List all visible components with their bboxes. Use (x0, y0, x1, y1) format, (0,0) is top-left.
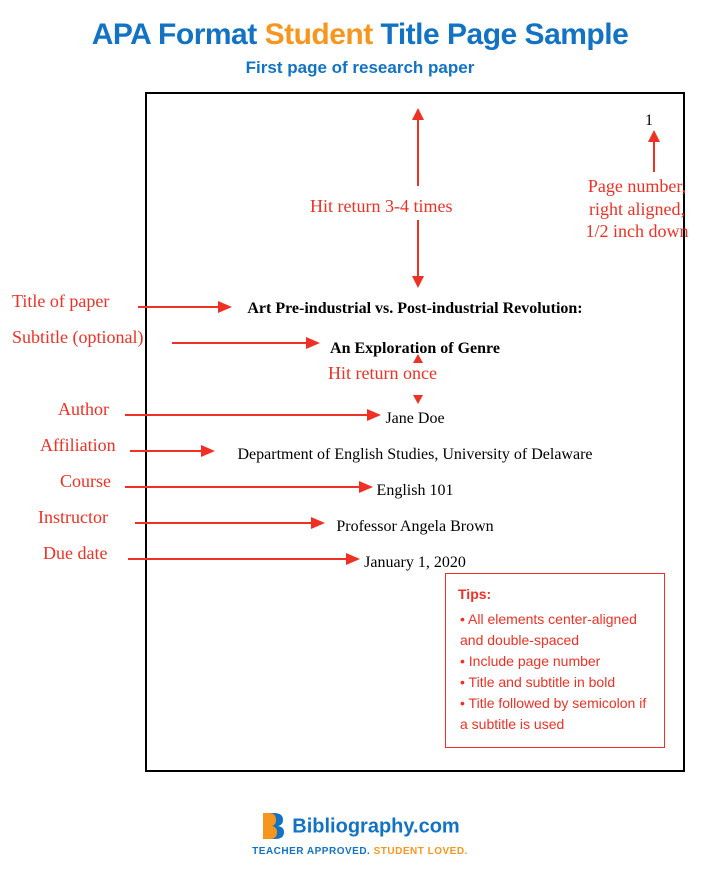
sub-heading: First page of research paper (0, 58, 720, 78)
arrow-instructor (135, 516, 325, 530)
heading-part2: Student (265, 18, 373, 51)
arrow-return-once (410, 354, 426, 404)
tips-item: Title followed by semicolon if a subtitl… (460, 693, 652, 735)
arrow-affiliation (130, 444, 215, 458)
arrow-course (125, 480, 373, 494)
tips-title: Tips: (458, 584, 652, 605)
footer-brand-row: Bibliography.com (0, 811, 720, 846)
tips-list: All elements center-aligned and double-s… (458, 609, 652, 735)
anno-due-date-label: Due date (43, 542, 107, 565)
arrow-title (138, 300, 232, 314)
anno-title-label: Title of paper (12, 290, 109, 313)
arrow-subtitle (172, 336, 320, 350)
tips-item: Title and subtitle in bold (460, 672, 652, 693)
footer-tag-a: TEACHER APPROVED. (252, 846, 373, 857)
main-heading: APA Format Student Title Page Sample (0, 0, 720, 52)
footer: Bibliography.com TEACHER APPROVED. STUDE… (0, 811, 720, 857)
anno-affiliation-label: Affiliation (40, 434, 116, 457)
anno-subtitle-label: Subtitle (optional) (12, 326, 143, 349)
tips-item: All elements center-aligned and double-s… (460, 609, 652, 651)
anno-course-label: Course (60, 470, 111, 493)
tips-box: Tips: All elements center-aligned and do… (445, 573, 665, 748)
arrow-author (125, 408, 381, 422)
footer-brand: Bibliography.com (292, 816, 459, 838)
logo-icon (260, 811, 286, 846)
heading-part1: APA Format (92, 18, 265, 51)
paper-affiliation: Department of English Studies, Universit… (147, 446, 683, 464)
anno-author-label: Author (58, 398, 109, 421)
footer-tagline: TEACHER APPROVED. STUDENT LOVED. (0, 846, 720, 857)
arrow-due-date (128, 552, 360, 566)
anno-page-number: Page number, right aligned, 1/2 inch dow… (572, 175, 702, 243)
footer-tag-b: STUDENT LOVED. (374, 846, 468, 857)
tips-item: Include page number (460, 651, 652, 672)
anno-return-34: Hit return 3-4 times (310, 195, 452, 218)
arrow-return-34 (408, 108, 428, 288)
page-number: 1 (645, 112, 653, 130)
anno-instructor-label: Instructor (38, 506, 108, 529)
heading-part3: Title Page Sample (373, 18, 629, 51)
arrow-page-number (644, 130, 664, 172)
